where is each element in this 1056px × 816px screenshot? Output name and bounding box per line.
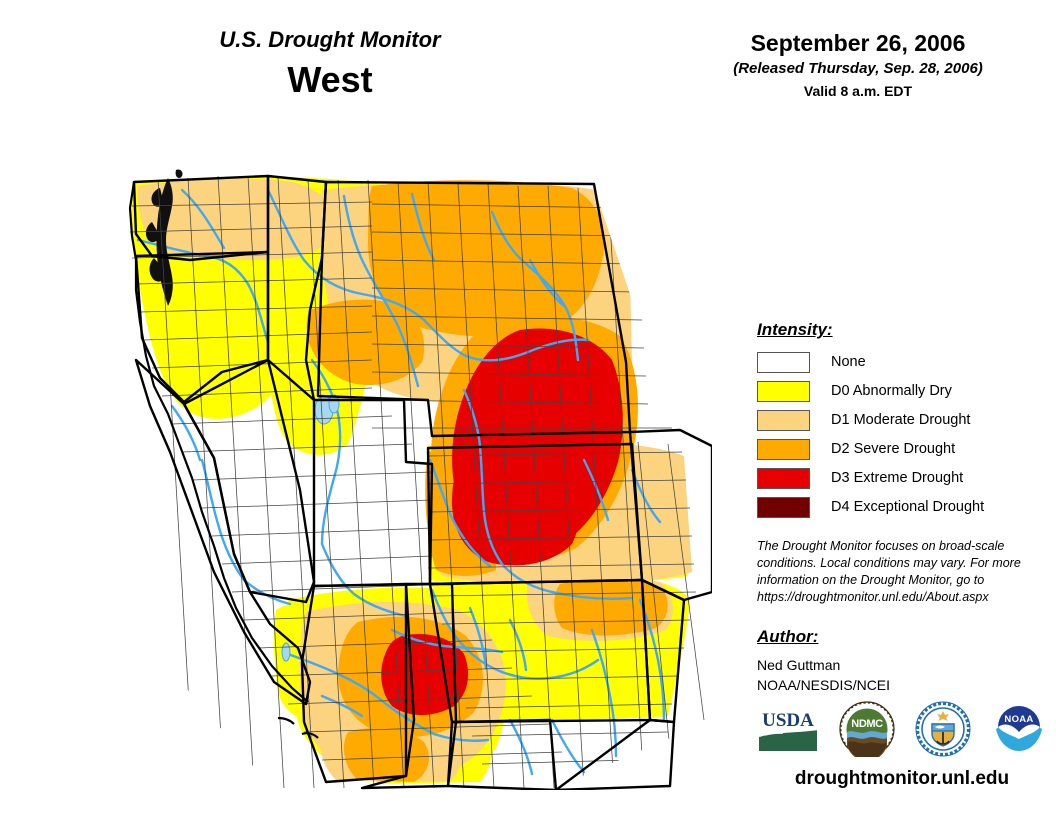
header-right-block: September 26, 2006 (Released Thursday, S… bbox=[660, 30, 1056, 99]
legend-label-d2: D2 Severe Drought bbox=[831, 441, 956, 457]
legend-item-d0[interactable]: D0 Abnormally Dry bbox=[757, 379, 1047, 403]
d2-region-montana-north bbox=[368, 180, 605, 337]
map-date: September 26, 2006 bbox=[750, 30, 966, 56]
usdc-seal-logo[interactable] bbox=[915, 701, 971, 762]
legend-swatch-d1 bbox=[757, 409, 810, 431]
west-drought-map bbox=[72, 160, 712, 790]
puget-sound bbox=[145, 169, 183, 306]
author-title: Author: bbox=[757, 627, 819, 646]
release-date: (Released Thursday, Sep. 28, 2006) bbox=[733, 60, 983, 78]
legend-item-d2[interactable]: D2 Severe Drought bbox=[757, 437, 1047, 461]
county-borders-layer bbox=[129, 175, 705, 789]
legend-swatch-d0 bbox=[757, 380, 810, 402]
disclaimer-text: The Drought Monitor focuses on broad-sca… bbox=[757, 539, 1021, 604]
noaa-logo[interactable]: NOAA bbox=[991, 703, 1047, 760]
page-title: U.S. Drought Monitor bbox=[219, 27, 441, 52]
header-left-block: U.S. Drought Monitor West bbox=[0, 27, 660, 101]
drought-intensity-layer bbox=[131, 176, 692, 784]
svg-text:NDMC: NDMC bbox=[851, 718, 883, 730]
legend-item-d3[interactable]: D3 Extreme Drought bbox=[757, 466, 1047, 490]
legend-item-d4[interactable]: D4 Exceptional Drought bbox=[757, 495, 1047, 519]
logos-row: USDA NDMC bbox=[757, 700, 1047, 762]
author-name: Ned Guttman bbox=[757, 657, 841, 673]
state-borders-layer bbox=[132, 174, 712, 790]
legend-title: Intensity: bbox=[757, 320, 833, 339]
legend-label-d0: D0 Abnormally Dry bbox=[831, 383, 952, 399]
legend-item-d1[interactable]: D1 Moderate Drought bbox=[757, 408, 1047, 432]
usda-logo[interactable]: USDA bbox=[757, 704, 819, 758]
coastline bbox=[128, 181, 319, 739]
legend-swatch-d4 bbox=[757, 496, 810, 518]
author-affiliation: NOAA/NESDIS/NCEI bbox=[757, 677, 891, 694]
intensity-legend: Intensity: None D0 Abnormally Dry D1 Mod… bbox=[757, 320, 1047, 524]
site-url[interactable]: droughtmonitor.unl.edu bbox=[794, 768, 1010, 789]
svg-text:USDA: USDA bbox=[762, 710, 814, 731]
legend-label-d3: D3 Extreme Drought bbox=[831, 470, 964, 486]
legend-label-d4: D4 Exceptional Drought bbox=[831, 499, 985, 515]
d3-region-arizona-nm-core bbox=[381, 634, 469, 715]
legend-swatch-none bbox=[757, 351, 810, 373]
author-block: Author: Ned Guttman NOAA/NESDIS/NCEI bbox=[757, 627, 1037, 696]
region-title: West bbox=[287, 59, 373, 101]
legend-label-none: None bbox=[831, 354, 866, 370]
svg-text:NOAA: NOAA bbox=[1004, 714, 1033, 725]
legend-item-none[interactable]: None bbox=[757, 350, 1047, 374]
legend-label-d1: D1 Moderate Drought bbox=[831, 412, 971, 428]
valid-time: Valid 8 a.m. EDT bbox=[803, 82, 913, 99]
ndmc-logo[interactable]: NDMC bbox=[839, 700, 895, 762]
d1-region-washington-north bbox=[137, 178, 338, 260]
legend-swatch-d3 bbox=[757, 467, 810, 489]
legend-swatch-d2 bbox=[757, 438, 810, 460]
